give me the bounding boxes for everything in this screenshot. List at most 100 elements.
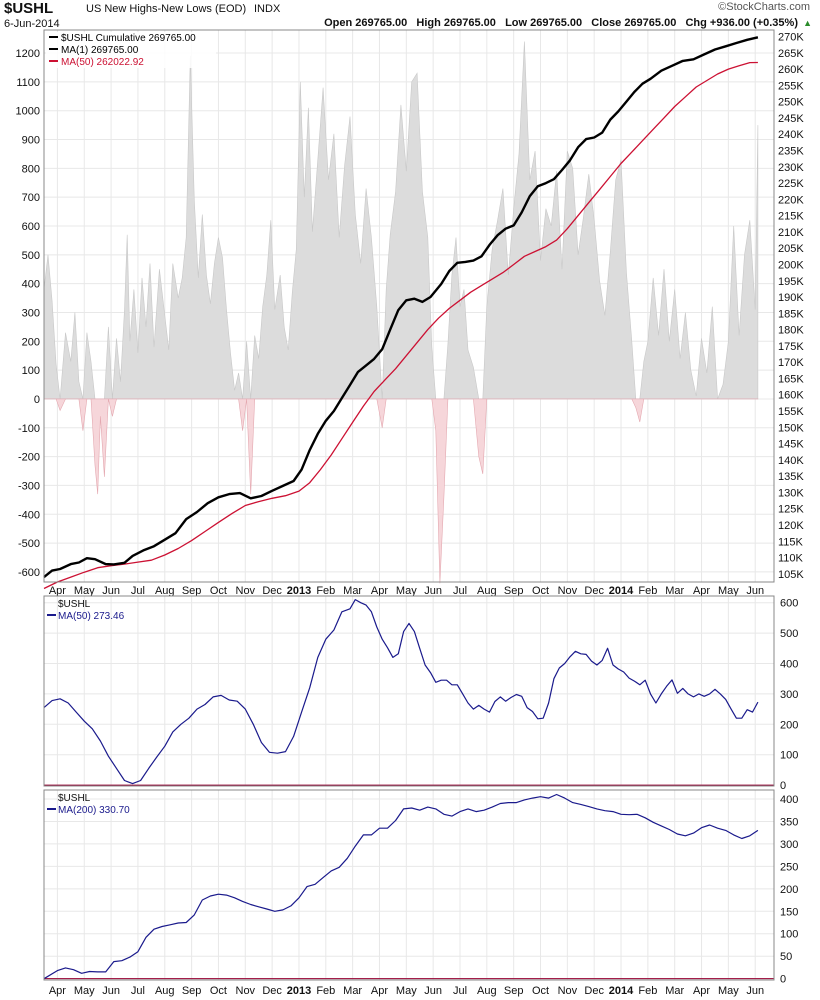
- panel-symbol-label: $USHL: [58, 793, 91, 804]
- ma50-axis-tick: 600: [780, 598, 798, 610]
- x-axis-tick: Mar: [665, 985, 684, 997]
- ma200-axis-tick: 0: [780, 974, 786, 986]
- right-axis-tick: 175K: [778, 341, 804, 353]
- x-axis-tick: Nov: [236, 585, 256, 597]
- right-axis-tick: 150K: [778, 422, 804, 434]
- x-axis-tick: Apr: [49, 585, 66, 597]
- right-axis-tick: 155K: [778, 406, 804, 418]
- x-axis-tick: Jun: [102, 985, 120, 997]
- x-axis-tick: Jun: [424, 985, 442, 997]
- x-axis-tick: Aug: [477, 985, 497, 997]
- x-axis-tick: Jul: [453, 985, 467, 997]
- right-axis-tick: 195K: [778, 276, 804, 288]
- right-axis-tick: 265K: [778, 48, 804, 60]
- x-axis-tick: Aug: [155, 585, 175, 597]
- x-axis-tick: Mar: [665, 585, 684, 597]
- index-name: US New Highs-New Lows (EOD): [86, 3, 247, 15]
- right-axis-tick: 240K: [778, 129, 804, 141]
- x-axis-tick: Apr: [693, 585, 710, 597]
- x-axis-tick: May: [396, 585, 417, 597]
- x-axis-tick: May: [718, 985, 739, 997]
- x-axis-tick: Mar: [343, 985, 362, 997]
- ma200-panel-frame: [43, 789, 775, 981]
- x-axis-tick: Sep: [504, 985, 524, 997]
- ma200-axis-tick: 200: [780, 884, 798, 896]
- ma50-nhnl-line: [43, 598, 759, 785]
- x-axis-tick: 2014: [609, 585, 634, 597]
- right-axis-tick: 185K: [778, 308, 804, 320]
- x-axis-tick: Sep: [504, 585, 524, 597]
- right-axis-tick: 110K: [778, 553, 804, 565]
- left-axis-tick: -400: [18, 509, 40, 521]
- right-axis-tick: 210K: [778, 227, 804, 239]
- right-axis-tick: 250K: [778, 97, 804, 109]
- right-axis-tick: 255K: [778, 80, 804, 92]
- right-axis-tick: 205K: [778, 243, 804, 255]
- right-axis-tick: 170K: [778, 357, 804, 369]
- x-axis-tick: Dec: [584, 985, 604, 997]
- x-axis-tick: 2013: [287, 585, 311, 597]
- right-axis-tick: 130K: [778, 487, 804, 499]
- x-axis-tick: Apr: [371, 985, 388, 997]
- ma200-axis-tick: 100: [780, 929, 798, 941]
- main-panel-frame: [43, 29, 775, 583]
- right-axis-tick: 115K: [778, 536, 804, 548]
- right-axis-tick: 220K: [778, 194, 804, 206]
- right-axis-tick: 200K: [778, 259, 804, 271]
- left-axis-tick: -600: [18, 567, 40, 579]
- x-axis-tick: Feb: [638, 985, 657, 997]
- ma200-axis-tick: 350: [780, 816, 798, 828]
- legend-entry: MA(1) 269765.00: [61, 45, 139, 56]
- left-axis-tick: 800: [22, 163, 40, 175]
- ohlc-readout: Open 269765.00 High 269765.00 Low 269765…: [324, 17, 798, 29]
- ma50-axis-tick: 400: [780, 658, 798, 670]
- right-axis-tick: 135K: [778, 471, 804, 483]
- x-axis-tick: May: [74, 985, 95, 997]
- right-axis-tick: 215K: [778, 211, 804, 223]
- x-axis-tick: Aug: [155, 985, 175, 997]
- ma50-panel-frame: [43, 595, 775, 787]
- ma50-panel-bg: [44, 596, 774, 786]
- left-axis-tick: -100: [18, 423, 40, 435]
- left-axis-tick: 200: [22, 336, 40, 348]
- left-axis-tick: 1100: [16, 77, 40, 89]
- right-axis-tick: 145K: [778, 439, 804, 451]
- right-axis-tick: 180K: [778, 325, 804, 337]
- right-axis-tick: 190K: [778, 292, 804, 304]
- left-axis-tick: -300: [18, 480, 40, 492]
- x-axis-tick: Oct: [532, 585, 549, 597]
- x-axis-tick: 2013: [287, 985, 311, 997]
- left-axis-tick: -500: [18, 538, 40, 550]
- x-axis-tick: Nov: [558, 985, 578, 997]
- nhnl-negative-area: [43, 398, 759, 584]
- watermark[interactable]: ©StockCharts.com: [718, 1, 810, 13]
- left-axis-tick: 400: [22, 279, 40, 291]
- left-axis-tick: 300: [22, 307, 40, 319]
- ma200-panel-bg: [44, 790, 774, 980]
- left-axis-tick: 1000: [16, 106, 40, 118]
- x-axis-tick: Apr: [371, 585, 388, 597]
- ma50-line: [43, 61, 758, 590]
- x-axis-tick: Sep: [182, 985, 202, 997]
- ma200-axis-tick: 150: [780, 906, 798, 918]
- ma50-axis-tick: 0: [780, 780, 786, 792]
- legend-entry: MA(50) 262022.92: [61, 57, 144, 68]
- x-axis-tick: Dec: [262, 585, 282, 597]
- x-axis-tick: Nov: [558, 585, 578, 597]
- ma200-axis-tick: 50: [780, 951, 792, 963]
- symbol[interactable]: $USHL: [4, 0, 54, 17]
- legend-entry: MA(200) 330.70: [58, 805, 130, 816]
- legend-bg: [46, 32, 216, 68]
- left-axis-tick: 100: [22, 365, 40, 377]
- right-axis-tick: 160K: [778, 390, 804, 402]
- chart-date: 6-Jun-2014: [4, 18, 60, 30]
- panel-symbol-label: $USHL: [58, 599, 91, 610]
- exchange: INDX: [254, 3, 281, 15]
- ma50-axis-tick: 500: [780, 628, 798, 640]
- cumulative-line: [43, 36, 759, 579]
- right-axis-tick: 270K: [778, 32, 804, 44]
- right-axis-tick: 225K: [778, 178, 804, 190]
- right-axis-tick: 140K: [778, 455, 804, 467]
- x-axis-tick: May: [74, 585, 95, 597]
